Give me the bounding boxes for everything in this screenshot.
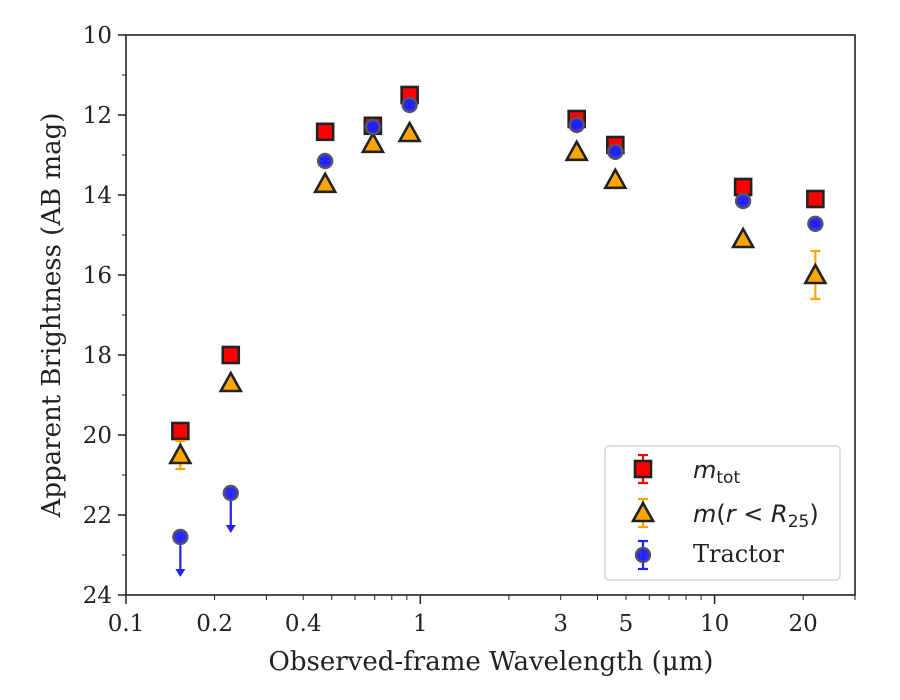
legend-marker-triangle: [630, 500, 656, 523]
legend-box: [604, 445, 841, 581]
y-tick-label: 18: [83, 343, 112, 369]
data-point-circle: [222, 484, 239, 502]
x-tick-label: 0.2: [196, 611, 233, 637]
data-point-circle: [807, 215, 824, 233]
data-point-square: [171, 421, 190, 441]
y-axis-label: Apparent Brightness (AB mag): [37, 113, 67, 519]
y-tick-label: 16: [83, 263, 112, 289]
data-point-circle: [568, 116, 585, 134]
x-tick-label: 0.4: [285, 611, 322, 637]
data-point-triangle: [397, 120, 422, 143]
y-tick-label: 10: [83, 23, 112, 49]
data-point-circle: [734, 192, 752, 210]
data-point-square: [733, 177, 753, 197]
data-point-circle: [172, 528, 189, 546]
x-tick-label: 0.1: [108, 611, 145, 637]
x-tick-label: 3: [553, 611, 568, 637]
data-marks: [168, 85, 828, 577]
data-point-triangle: [603, 167, 628, 190]
data-point-triangle: [803, 262, 828, 285]
data-point-triangle: [218, 370, 243, 393]
upper-limit-arrowhead: [175, 569, 186, 577]
data-point-triangle: [564, 139, 589, 162]
y-tick-label: 20: [83, 423, 112, 449]
data-point-square: [315, 122, 335, 142]
legend: mtot m(r < R25) Tractor: [604, 445, 841, 581]
legend-markers: [630, 453, 656, 571]
data-point-triangle: [360, 131, 386, 154]
legend-label-tractor: Tractor: [693, 540, 784, 568]
x-tick-label: 20: [789, 611, 818, 637]
x-tick-label: 1: [413, 611, 428, 637]
x-axis-label: Observed-frame Wavelength (μm): [269, 647, 714, 677]
y-tick-label: 12: [83, 103, 112, 129]
data-point-square: [221, 345, 241, 365]
data-point-triangle: [730, 226, 756, 249]
data-point-circle: [364, 118, 382, 136]
x-tick-label: 5: [619, 611, 634, 637]
y-tick-label: 24: [83, 583, 112, 609]
legend-marker-square: [633, 459, 653, 479]
x-tick-label: 10: [700, 611, 729, 637]
data-point-circle: [316, 152, 334, 170]
data-point-square: [806, 189, 825, 209]
data-point-circle: [401, 96, 418, 114]
data-point-triangle: [312, 171, 338, 194]
legend-marker-circle: [634, 546, 652, 564]
upper-limit-arrowhead: [225, 525, 236, 533]
data-point-circle: [607, 143, 624, 161]
y-tick-label: 22: [83, 503, 112, 529]
y-tick-label: 14: [83, 183, 112, 209]
data-point-triangle: [168, 442, 193, 465]
axes: 10 12 14 16 18 20 22 240.1 0.2 0.4 1 3 5 10 20: [83, 23, 856, 637]
